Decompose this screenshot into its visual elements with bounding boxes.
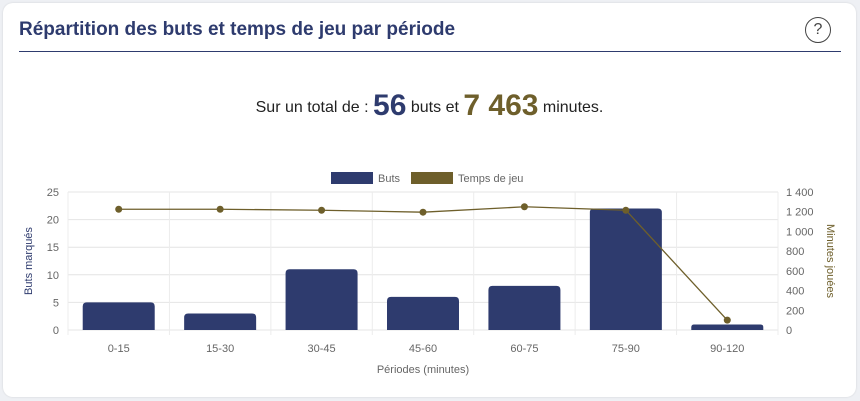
x-tick-label: 45-60 <box>409 343 437 355</box>
y-axis-title: Buts marqués <box>23 227 35 295</box>
y2-tick-label: 1 000 <box>786 226 814 238</box>
legend-swatch-buts <box>331 172 373 184</box>
x-tick-label: 0-15 <box>108 343 130 355</box>
y-tick-label: 15 <box>47 242 59 254</box>
minutes-point-0-15 <box>115 205 123 213</box>
bar-90-120 <box>691 324 764 330</box>
y-tick-label: 10 <box>47 270 59 282</box>
y2-tick-label: 1 200 <box>786 207 814 219</box>
legend-label-buts: Buts <box>378 173 401 185</box>
goals-unit: buts et <box>410 99 459 116</box>
y2-tick-label: 1 400 <box>786 187 814 199</box>
bar-75-90 <box>589 208 662 330</box>
bar-15-30 <box>184 313 257 330</box>
goals-total: 56 <box>373 89 407 122</box>
y2-tick-label: 0 <box>786 325 792 337</box>
y2-tick-label: 200 <box>786 305 804 317</box>
minutes-point-30-45 <box>318 206 326 214</box>
minutes-point-45-60 <box>419 208 427 216</box>
bar-60-75 <box>488 285 561 330</box>
legend-label-temps: Temps de jeu <box>458 173 523 185</box>
minutes-point-75-90 <box>622 206 630 214</box>
x-axis-title: Périodes (minutes) <box>377 364 469 376</box>
x-tick-label: 60-75 <box>510 343 538 355</box>
y-tick-label: 25 <box>47 187 59 199</box>
card-header: Répartition des buts et temps de jeu par… <box>19 3 841 52</box>
bar-30-45 <box>285 269 358 330</box>
y-tick-label: 0 <box>53 325 59 337</box>
y2-tick-label: 400 <box>786 286 804 298</box>
combo-chart: 0 5 10 15 20 25 0 200 400 600 800 1 000 1 200 1 400 0-… <box>23 172 836 376</box>
x-tick-label: 75-90 <box>612 343 640 355</box>
summary-line: Sur un total de : 56 buts et 7 463 minut… <box>3 89 856 123</box>
y2-tick-label: 600 <box>786 266 804 278</box>
minutes-point-15-30 <box>216 205 224 213</box>
bar-45-60 <box>387 296 459 330</box>
legend-swatch-temps <box>411 172 453 184</box>
minutes-point-60-75 <box>520 203 528 211</box>
y2-axis-title: Minutes jouées <box>824 224 836 298</box>
card-title: Répartition des buts et temps de jeu par… <box>19 19 456 40</box>
bar-0-15 <box>82 302 155 330</box>
help-button[interactable]: ? <box>805 17 831 43</box>
x-tick-label: 30-45 <box>308 343 336 355</box>
minutes-point-90-120 <box>723 316 731 324</box>
y-tick-label: 5 <box>53 297 59 309</box>
y2-tick-label: 800 <box>786 246 804 258</box>
x-tick-label: 15-30 <box>206 343 234 355</box>
x-tick-label: 90-120 <box>710 343 744 355</box>
minutes-unit: minutes. <box>542 99 604 116</box>
chart-card: Répartition des buts et temps de jeu par… <box>3 3 856 397</box>
y-tick-label: 20 <box>47 215 59 227</box>
summary-prefix: Sur un total de : <box>255 99 369 116</box>
minutes-total: 7 463 <box>463 89 539 122</box>
